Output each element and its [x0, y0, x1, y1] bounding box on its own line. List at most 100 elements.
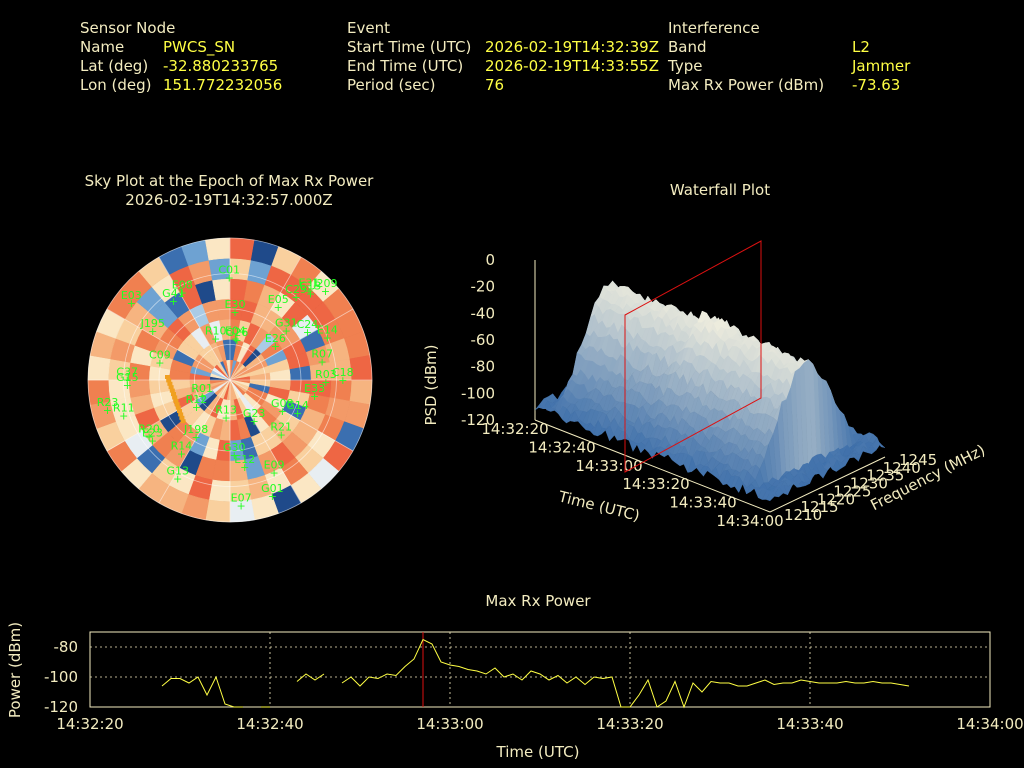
- satellite-plus-icon: +: [303, 326, 312, 339]
- satellite-label: E14: [317, 323, 338, 336]
- sky-satellites: +G13+E05+G01+J198+E14+E12+R10+J195+C37+E…: [97, 263, 354, 512]
- line-ticks: 14:32:20 14:32:40 14:33:00 14:33:20 14:33:40…: [44, 638, 1024, 733]
- waterfall-epoch-marker: [624, 240, 762, 473]
- waterfall-x-tick: 14:33:00: [575, 457, 642, 475]
- satellite-marker: +C01: [218, 263, 240, 284]
- interference-title: Interference: [668, 19, 760, 37]
- satellite-plus-icon: +: [282, 324, 291, 337]
- waterfall-ticks: 14:32:2014:32:4014:33:0014:33:2014:33:40…: [461, 251, 937, 530]
- line-y-tick: -100: [44, 668, 78, 686]
- satellite-marker: +C13: [300, 279, 322, 300]
- satellite-marker: +E09: [264, 458, 285, 479]
- satellite-marker: +J209: [312, 277, 337, 298]
- satellite-plus-icon: +: [277, 428, 286, 441]
- line-series-segment: [296, 673, 325, 682]
- waterfall-z-label: PSD (dBm): [422, 344, 440, 425]
- satellite-label: R14: [171, 439, 193, 452]
- satellite-label: C29: [285, 283, 307, 296]
- sky-track-point: [173, 398, 179, 403]
- sky-track-point: [169, 388, 175, 393]
- waterfall-z-tick: -80: [471, 358, 496, 376]
- event-period-label: Period (sec): [347, 76, 436, 94]
- waterfall-freq-axis: [769, 456, 886, 513]
- satellite-plus-icon: +: [225, 271, 234, 284]
- sensor-name-value: PWCS_SN: [163, 38, 236, 56]
- satellite-marker: +E31: [298, 276, 319, 297]
- satellite-plus-icon: +: [304, 284, 313, 297]
- satellite-label: C09: [149, 348, 171, 361]
- satellite-label: R07: [311, 348, 333, 361]
- satellite-marker: +R21: [270, 420, 292, 441]
- satellite-plus-icon: +: [119, 409, 128, 422]
- satellite-marker: +J195: [140, 317, 165, 338]
- satellite-marker: +R20: [138, 423, 160, 444]
- satellite-label: G01: [261, 482, 284, 495]
- satellite-plus-icon: +: [211, 333, 220, 346]
- satellite-plus-icon: +: [278, 405, 287, 418]
- satellite-label: R13: [215, 404, 237, 417]
- satellite-label: E09: [264, 458, 285, 471]
- waterfall-title: Waterfall Plot: [670, 181, 770, 199]
- satellite-label: E31: [298, 276, 319, 289]
- satellite-marker: +G30: [223, 441, 246, 462]
- satellite-marker: +E03: [121, 289, 142, 310]
- satellite-label: E23: [142, 426, 163, 439]
- satellite-plus-icon: +: [231, 333, 240, 346]
- satellite-plus-icon: +: [274, 301, 283, 314]
- satellite-label: E07: [231, 492, 252, 505]
- sky-track-point: [165, 375, 170, 379]
- sky-track-point: [171, 392, 176, 396]
- satellite-plus-icon: +: [173, 473, 182, 486]
- satellite-marker: +E30: [225, 298, 246, 319]
- satellite-label: C18: [332, 366, 354, 379]
- line-x-tick: 14:32:20: [56, 715, 123, 733]
- line-series-segment: [341, 638, 910, 709]
- waterfall-x-tick: 14:33:20: [622, 475, 689, 493]
- satellite-label: J198: [183, 423, 208, 436]
- satellite-label: E05: [268, 293, 289, 306]
- waterfall-y-tick: 1240: [883, 459, 921, 477]
- satellite-marker: +C18: [332, 366, 354, 387]
- satellite-plus-icon: +: [268, 490, 277, 503]
- line-series-segment: [161, 675, 243, 708]
- event-start-label: Start Time (UTC): [347, 38, 472, 56]
- satellite-label: R23: [97, 396, 119, 409]
- interference-type-value: Jammer: [852, 57, 911, 75]
- satellite-plus-icon: +: [232, 334, 241, 347]
- satellite-marker: +R13: [215, 404, 237, 425]
- sky-spoke: [106, 308, 354, 452]
- satellite-marker: +E07: [231, 492, 252, 513]
- satellite-marker: +C29: [285, 283, 307, 304]
- waterfall-x-tick: 14:32:40: [528, 438, 595, 456]
- satellite-plus-icon: +: [269, 466, 278, 479]
- satellite-plus-icon: +: [155, 356, 164, 369]
- sensor-lat-label: Lat (deg): [80, 57, 149, 75]
- satellite-plus-icon: +: [321, 285, 330, 298]
- satellite-label: E12: [234, 453, 255, 466]
- sensor-lat-value: -32.880233765: [163, 57, 279, 75]
- sky-track-point: [178, 412, 184, 417]
- satellite-marker: +R14: [171, 439, 193, 460]
- satellite-plus-icon: +: [178, 287, 187, 300]
- satellite-marker: +R07: [311, 348, 333, 369]
- line-chart-title: Max Rx Power: [485, 592, 591, 610]
- satellite-marker: +E05: [268, 293, 289, 314]
- satellite-plus-icon: +: [338, 374, 347, 387]
- interference-band-label: Band: [668, 38, 707, 56]
- event-period-value: 76: [485, 76, 505, 94]
- satellite-marker: +R10: [205, 325, 227, 346]
- satellite-marker: +E26: [265, 332, 286, 353]
- satellite-plus-icon: +: [230, 449, 239, 462]
- satellite-marker: +C24: [297, 318, 319, 339]
- line-y-label: Power (dBm): [6, 622, 24, 718]
- satellite-label: E04: [225, 325, 246, 338]
- satellite-label: R12: [186, 393, 208, 406]
- satellite-label: R03: [315, 368, 337, 381]
- satellite-label: C24: [297, 318, 319, 331]
- waterfall-y-tick: 1230: [850, 475, 888, 493]
- satellite-plus-icon: +: [169, 295, 178, 308]
- event-start-value: 2026-02-19T14:32:39Z: [485, 38, 659, 56]
- line-x-label: Time (UTC): [496, 743, 580, 761]
